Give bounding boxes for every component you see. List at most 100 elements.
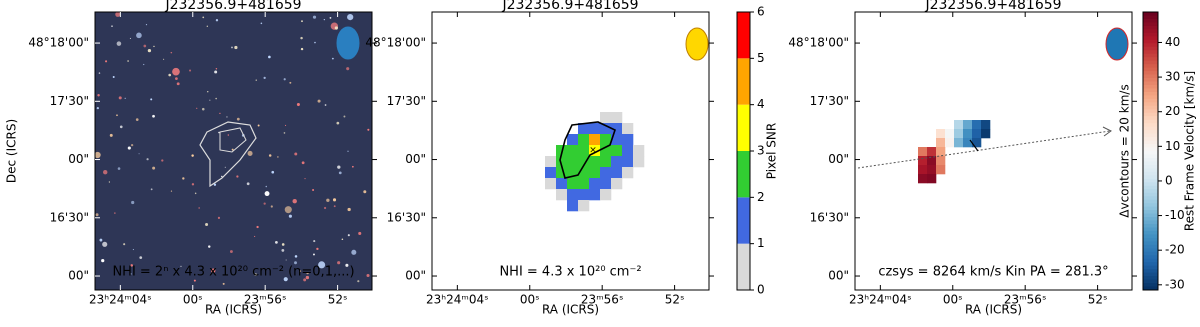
map-pixel	[611, 178, 623, 190]
axes-frame	[94, 11, 373, 291]
colorbar-segment	[1143, 105, 1158, 110]
x-tick-label: 52ˢ	[1088, 293, 1108, 307]
star	[127, 60, 130, 62]
colorbar-segment	[1143, 123, 1158, 128]
star	[209, 99, 211, 101]
star	[161, 159, 164, 162]
star	[283, 277, 288, 282]
star	[163, 58, 165, 60]
y-tick-label: 00"	[405, 152, 426, 166]
map-pixel	[918, 174, 928, 184]
star	[331, 57, 334, 60]
colorbar-segment	[1143, 168, 1158, 173]
star	[202, 16, 205, 19]
colorbar-segment	[1143, 276, 1158, 281]
star	[129, 37, 131, 39]
colorbar-segment	[1143, 126, 1158, 131]
colorbar-segment	[1143, 130, 1158, 135]
star	[323, 18, 326, 21]
colorbar-segment	[1143, 258, 1158, 263]
map-pixel	[611, 134, 623, 146]
colorbar-segment	[1143, 144, 1158, 149]
star	[352, 165, 354, 168]
colorbar-label: Rest Frame Velocity [km/s]	[1183, 71, 1197, 231]
star	[303, 278, 307, 282]
star	[292, 198, 297, 204]
star	[329, 17, 332, 19]
y-tick-label: 16'30"	[50, 210, 89, 224]
star	[94, 151, 101, 159]
y-tick-label: 16'30"	[810, 210, 849, 224]
map-pixel	[589, 134, 601, 146]
colorbar-segment	[1143, 53, 1158, 58]
star	[275, 241, 278, 244]
beam	[685, 27, 709, 61]
colorbar-segment	[1143, 133, 1158, 138]
colorbar-tick-label: -30	[1165, 277, 1185, 291]
map-pixel	[578, 134, 590, 146]
colorbar-segment	[1143, 196, 1158, 201]
star	[294, 255, 298, 258]
map-pixel	[545, 167, 557, 179]
colorbar-tick-label: -10	[1165, 208, 1185, 222]
colorbar-segment	[1143, 283, 1158, 288]
star	[277, 156, 279, 158]
x-tick-label: 23ʰ24ᵐ04ˢ	[426, 293, 489, 307]
colorbar-segment	[1143, 175, 1158, 180]
star	[283, 78, 286, 81]
star	[285, 259, 287, 261]
map-pixel	[578, 156, 590, 168]
colorbar-segment	[1143, 22, 1158, 27]
map-pixel	[963, 129, 973, 139]
star	[108, 181, 111, 183]
star	[150, 98, 153, 101]
star	[152, 166, 156, 170]
star	[347, 14, 354, 21]
star	[324, 104, 327, 106]
star	[314, 41, 316, 44]
star	[130, 264, 133, 267]
colorbar-segment	[1143, 46, 1158, 51]
arrow-head	[1102, 126, 1112, 137]
beam	[336, 26, 360, 60]
star	[264, 191, 270, 197]
colorbar-segment	[1143, 29, 1158, 34]
colorbar-segment	[1143, 161, 1158, 166]
map-pixel	[611, 167, 623, 179]
colorbar-segment	[1143, 255, 1158, 260]
x-tick-label: 23ʰ24ᵐ04ˢ	[849, 293, 912, 307]
star	[260, 22, 263, 25]
contour	[219, 127, 247, 153]
star	[160, 266, 162, 268]
star	[333, 205, 336, 208]
colorbar-segment	[1143, 241, 1158, 246]
colorbar-segment	[1143, 32, 1158, 37]
star	[284, 206, 292, 214]
colorbar-frame	[1142, 11, 1159, 291]
star	[116, 114, 118, 117]
map-pixel	[556, 167, 568, 179]
map-pixel	[936, 156, 946, 166]
colorbar-segment	[1143, 182, 1158, 187]
star	[131, 200, 135, 205]
beam	[1105, 27, 1129, 61]
colorbar-segment	[1143, 279, 1158, 284]
colorbar-segment	[1143, 199, 1158, 204]
axes-frame	[431, 11, 710, 291]
star	[347, 207, 351, 212]
colorbar-tick-label: 4	[757, 97, 765, 111]
colorbar-segment	[1143, 112, 1158, 117]
star	[214, 70, 218, 74]
colorbar-tick-label: 5	[757, 51, 765, 65]
y-tick-label: 00"	[828, 152, 849, 166]
colorbar-segment	[1143, 71, 1158, 76]
star	[254, 273, 258, 276]
star	[105, 60, 108, 63]
star	[247, 150, 253, 156]
map-pixel	[622, 167, 634, 179]
map-pixel	[556, 156, 568, 168]
map-pixel	[578, 145, 590, 157]
colorbar-segment	[737, 197, 750, 244]
star	[215, 67, 218, 70]
